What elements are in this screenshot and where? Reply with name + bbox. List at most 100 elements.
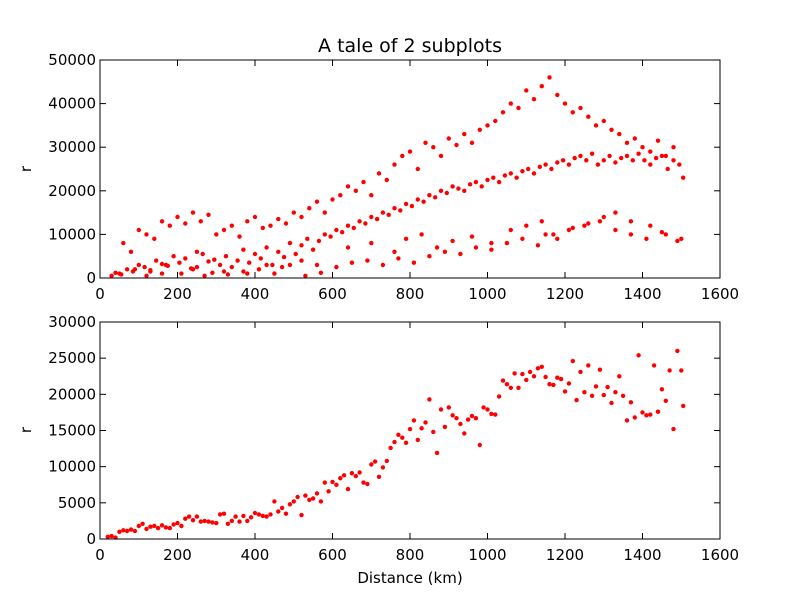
top-data-point (551, 232, 556, 237)
bottom-data-point (489, 411, 494, 417)
top-data-point (597, 219, 603, 224)
bottom-data-point (217, 512, 223, 517)
top-data-point (539, 84, 544, 89)
top-data-point (628, 219, 634, 224)
bottom-x-tick-label: 600 (318, 546, 347, 564)
top-data-point (206, 212, 211, 217)
top-data-point (365, 258, 370, 263)
bottom-data-point (148, 524, 153, 529)
bottom-data-point (338, 476, 343, 481)
top-data-point (491, 175, 496, 180)
bottom-data-point (589, 393, 595, 398)
top-data-point (675, 238, 680, 244)
top-data-point (202, 273, 207, 278)
bottom-data-point (159, 523, 165, 528)
top-data-point (442, 249, 448, 254)
top-data-point (566, 162, 572, 167)
bottom-x-tick-label: 0 (95, 546, 105, 564)
bottom-data-point (450, 413, 455, 418)
bottom-data-point (407, 426, 413, 432)
bottom-data-point (605, 384, 610, 390)
top-data-point (514, 175, 519, 180)
top-data-point (374, 216, 380, 222)
top-data-point (221, 227, 227, 233)
top-data-point (314, 199, 320, 204)
top-data-point (462, 188, 467, 193)
bottom-data-point (186, 514, 192, 519)
bottom-data-point (198, 519, 203, 524)
top-data-point (531, 97, 537, 102)
bottom-data-point (214, 520, 219, 526)
top-data-point (508, 227, 513, 233)
top-data-point (681, 175, 686, 180)
top-data-point (113, 270, 118, 275)
top-data-point (363, 221, 368, 226)
bottom-y-tick-label: 0 (86, 530, 96, 548)
bottom-x-tick-label: 800 (396, 546, 425, 564)
bottom-data-point (310, 496, 316, 501)
top-data-point (555, 160, 560, 165)
bottom-data-point (508, 385, 513, 390)
bottom-data-point (442, 424, 448, 430)
bottom-data-point (531, 374, 537, 379)
bottom-data-point (326, 489, 331, 494)
bottom-data-point (593, 384, 599, 389)
top-x-tick-label: 0 (95, 285, 105, 303)
top-data-point (225, 272, 231, 277)
top-data-point (247, 260, 252, 265)
top-y-tick-label: 20000 (48, 182, 96, 200)
top-data-point (450, 238, 455, 244)
bottom-data-point (644, 413, 649, 418)
bottom-data-point (597, 367, 603, 372)
top-data-point (423, 140, 428, 145)
top-y-tick-label: 10000 (48, 225, 96, 243)
top-data-point (644, 236, 649, 241)
bottom-data-point (256, 512, 262, 517)
bottom-data-point (171, 522, 176, 527)
top-data-point (380, 262, 386, 268)
top-data-point (500, 110, 506, 115)
bottom-data-point (601, 392, 606, 398)
bottom-data-point (415, 437, 420, 443)
top-data-point (659, 230, 665, 235)
top-data-point (535, 243, 541, 248)
top-data-point (221, 269, 227, 274)
top-data-point (400, 153, 405, 159)
top-y-axis-label: r (17, 165, 35, 172)
top-data-point (330, 197, 335, 202)
bottom-y-tick-label: 15000 (48, 422, 96, 440)
bottom-data-point (264, 514, 269, 519)
bottom-data-point (380, 465, 386, 470)
top-data-point (183, 256, 188, 261)
top-data-point (121, 240, 126, 246)
top-data-point (369, 193, 374, 198)
top-data-point (462, 131, 467, 137)
top-data-point (369, 240, 374, 246)
bottom-data-point (299, 512, 304, 518)
top-data-point (508, 171, 513, 176)
top-data-point (229, 223, 234, 228)
bottom-data-point (659, 387, 665, 392)
top-data-point (547, 75, 552, 80)
top-data-point (450, 184, 455, 189)
top-data-point (524, 88, 529, 93)
top-data-point (345, 223, 351, 228)
bottom-data-point (543, 374, 548, 380)
top-data-point (671, 158, 676, 163)
bottom-data-point (272, 499, 277, 504)
bottom-data-point (241, 513, 246, 519)
top-data-point (562, 101, 568, 106)
top-data-point (190, 210, 196, 215)
top-data-point (433, 195, 438, 200)
bottom-data-point (237, 519, 242, 524)
bottom-data-point (617, 374, 622, 379)
bottom-data-point (431, 429, 436, 435)
top-data-point (624, 153, 630, 159)
bottom-data-point (291, 499, 296, 504)
top-data-point (537, 164, 542, 169)
top-data-point (392, 249, 397, 254)
top-data-point (524, 223, 529, 228)
top-data-point (380, 210, 386, 215)
top-data-point (283, 221, 289, 226)
bottom-data-point (458, 421, 463, 427)
